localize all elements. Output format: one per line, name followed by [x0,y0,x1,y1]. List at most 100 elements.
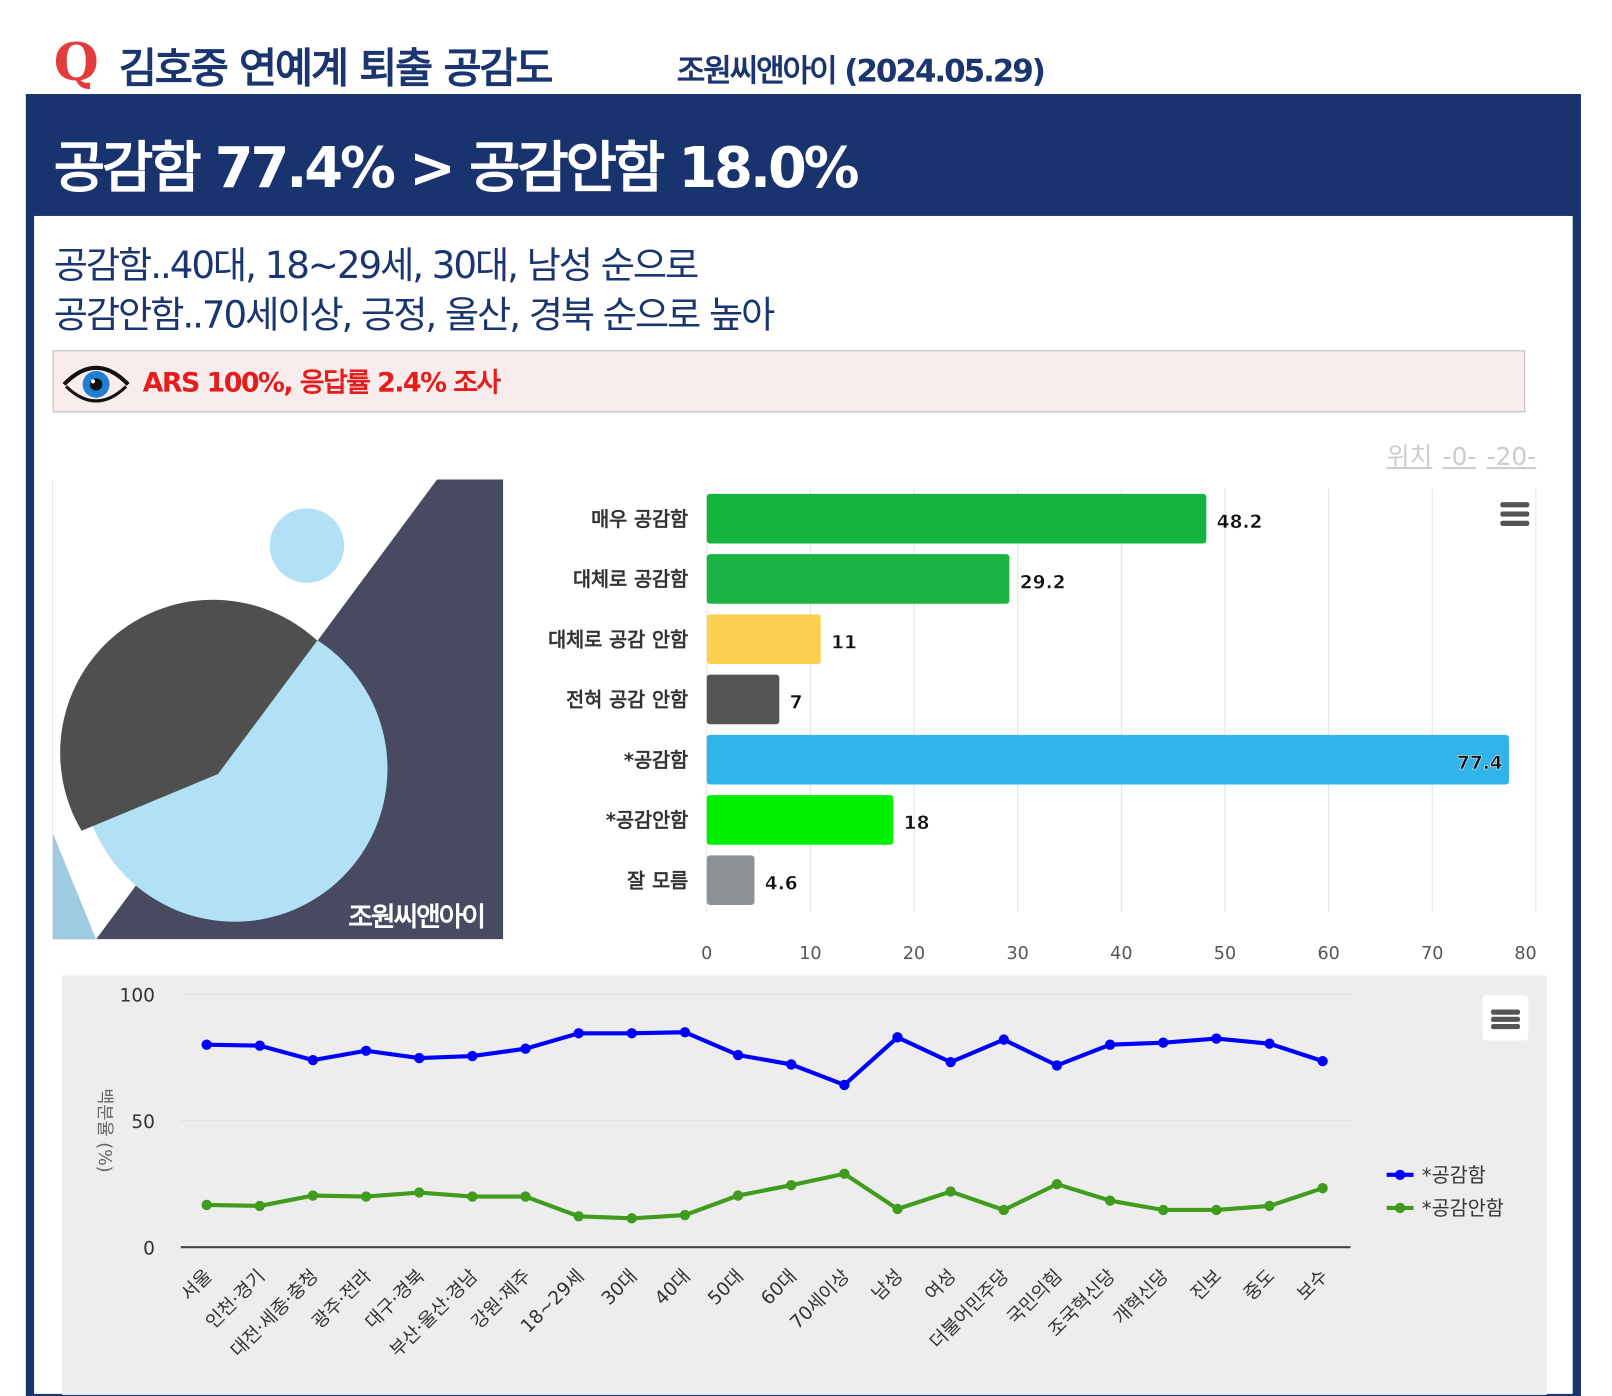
data-point [732,1049,744,1061]
data-point [892,1203,903,1215]
data-label: 29.2 [1020,572,1066,593]
x-tick-label: 70세이상 [786,1266,854,1334]
data-point [839,1168,850,1179]
x-tick-label: 70 [1421,944,1443,964]
data-point [892,1032,903,1043]
legend-label: *공감함 [1422,1164,1486,1187]
series-line [206,1030,1324,1088]
position-links[interactable]: 위치 -0- -20- [1387,436,1536,472]
line-chart-menu-button[interactable] [1482,995,1529,1041]
x-tick-label: 40대 [651,1266,695,1310]
data-point [254,1040,265,1051]
x-tick-label: 중도 [1240,1266,1279,1305]
x-tick-label: 80 [1514,944,1536,964]
data-label: 7 [790,693,803,714]
data-point [573,1211,584,1222]
x-tick-label: 30대 [598,1266,642,1310]
category-label: 매우 공감함 [591,508,688,531]
data-point [414,1052,425,1064]
data-point [360,1191,372,1202]
data-point [1264,1200,1275,1212]
x-tick-label: 20 [903,944,925,964]
data-point [573,1028,584,1039]
category-label: *공감안함 [606,809,688,832]
y-axis-title: 백분율 (%) [94,1088,114,1172]
data-label: 11 [831,632,857,653]
data-point [679,1027,691,1038]
data-point [307,1190,319,1201]
data-point [1158,1204,1169,1216]
subtitle-line-1: 공감함..40대, 18~29세, 30대, 남성 순으로 [53,244,700,288]
bar [706,734,1509,785]
data-point [732,1190,744,1201]
headline: 공감함 77.4% > 공감안함 18.0% [53,135,860,201]
position-20-link[interactable]: -20- [1486,442,1537,472]
category-label: 대체로 공감 안함 [548,628,688,651]
data-point [307,1054,319,1066]
x-tick-label: 60 [1317,944,1339,964]
category-label: 전혀 공감 안함 [566,689,688,712]
x-tick-label: 50대 [704,1266,748,1310]
data-point [1104,1195,1116,1206]
bar [706,554,1010,604]
bar [706,674,780,725]
category-label: 대체로 공감함 [573,568,688,591]
data-point [254,1200,265,1212]
data-point [679,1209,691,1221]
y-tick-label: 100 [120,985,155,1006]
logo-text: 조원씨앤아이 [348,902,484,933]
survey-note: ARS 100%, 응답률 2.4% 조사 [52,350,1526,413]
line-chart-panel [61,975,1547,1395]
bar [706,855,755,905]
data-point [1051,1178,1063,1190]
x-tick-label: 서울 [177,1266,216,1305]
data-point [201,1199,212,1211]
data-point [520,1191,531,1202]
subtitle-line-2: 공감안함..70세이상, 긍정, 울산, 경북 순으로 높아 [53,294,776,337]
data-point [998,1034,1009,1045]
data-point [945,1186,956,1197]
source-date: 조원씨앤아이 (2024.05.29) [676,53,1046,90]
bar [706,795,894,845]
legend-label: *공감안함 [1422,1197,1504,1220]
data-point [1158,1037,1169,1048]
data-label: 77.4 [1457,753,1503,774]
data-point [360,1045,372,1056]
position-label[interactable]: 위치 [1386,442,1433,472]
category-label: 잘 모름 [627,869,688,892]
x-tick-label: 30 [1007,944,1029,964]
x-tick-label: 여성 [921,1266,960,1305]
y-tick-label: 50 [131,1112,155,1133]
x-tick-label: 40 [1110,944,1132,964]
data-point [786,1059,797,1070]
q-mark: Q [53,30,99,92]
bar [706,493,1207,544]
illustration: 조원씨앤아이 [52,479,504,940]
data-point [467,1050,478,1062]
data-point [520,1043,531,1054]
legend-marker [1394,1169,1406,1181]
data-point [945,1056,956,1068]
bar [706,614,821,664]
data-point [998,1204,1009,1216]
x-tick-label: 50 [1214,944,1236,964]
data-point [1317,1055,1328,1067]
data-label: 48.2 [1217,512,1263,533]
x-tick-label: 보수 [1293,1266,1332,1305]
data-point [201,1039,212,1050]
data-point [839,1079,850,1091]
data-label: 18 [904,813,930,834]
category-label: *공감함 [624,749,688,772]
data-point [786,1180,797,1191]
data-point [1051,1060,1063,1071]
position-0-link[interactable]: -0- [1442,442,1477,472]
x-tick-label: 60대 [757,1266,801,1310]
data-point [1104,1039,1116,1050]
x-tick-label: 10 [799,944,821,964]
x-tick-label: 0 [701,944,712,964]
data-point [1211,1204,1222,1216]
x-tick-label: 개혁신당 [1110,1266,1173,1329]
bar-chart-menu-button[interactable] [1492,492,1537,537]
data-point [414,1187,425,1198]
